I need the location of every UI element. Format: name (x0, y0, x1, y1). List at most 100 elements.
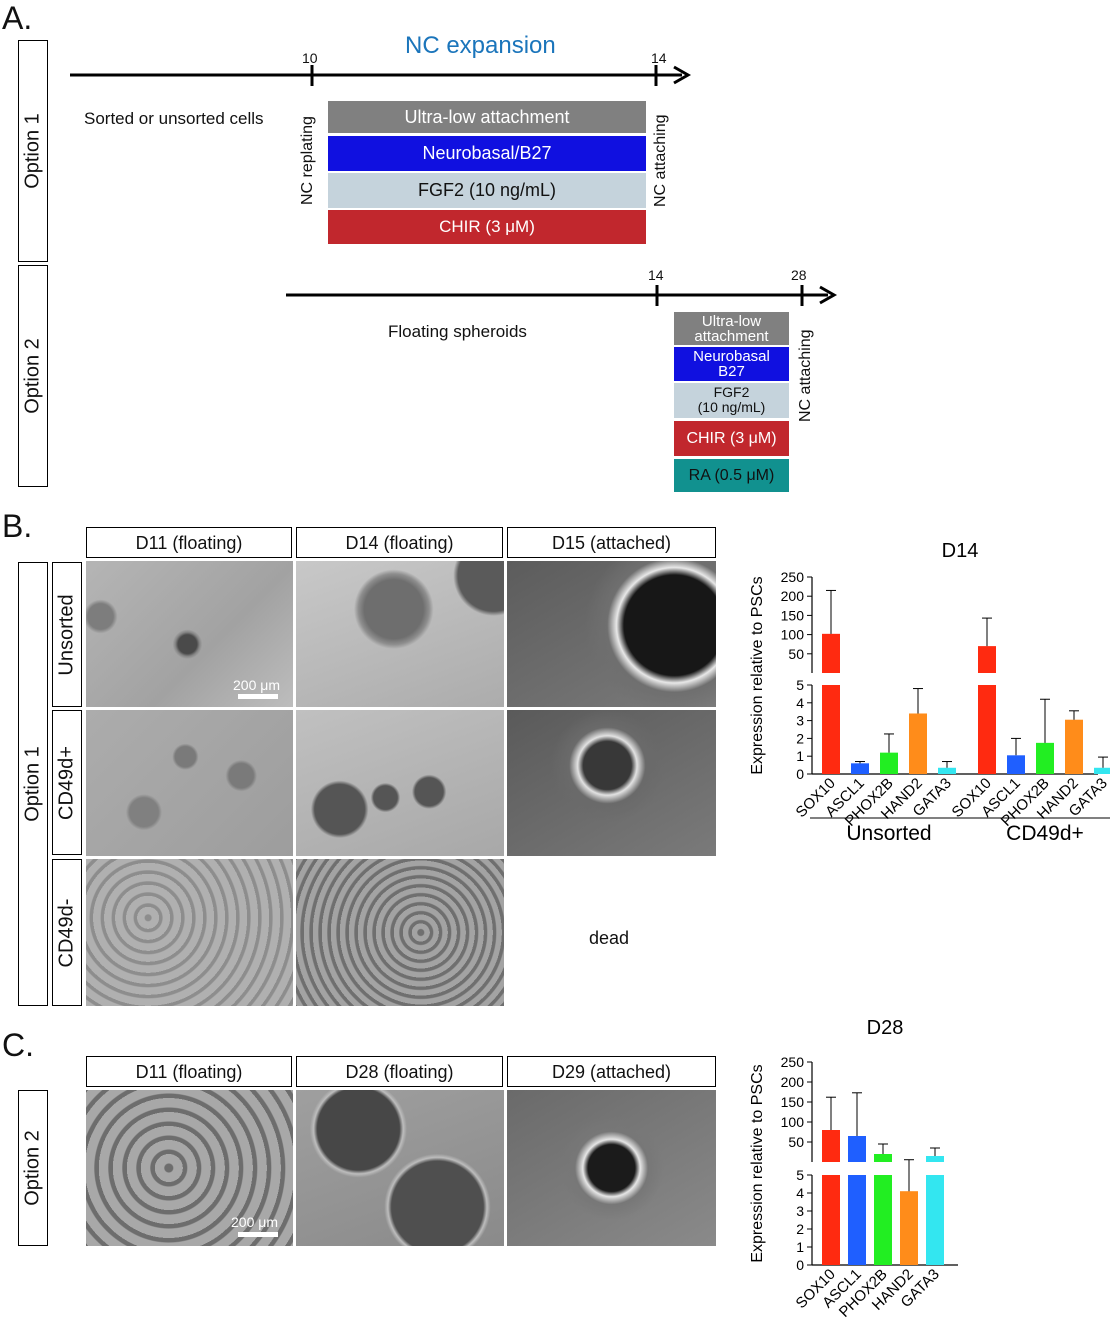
scale-bar-label-b: 200 μm (233, 677, 280, 693)
y-tick-label: 5 (796, 1167, 804, 1183)
micrograph-b-cd49dpos-d15 (507, 710, 716, 856)
axis-break-gap (925, 1162, 945, 1175)
bar-phox2b (874, 1154, 892, 1265)
y-tick-label: 100 (781, 1114, 805, 1130)
y-tick-label: 2 (796, 730, 804, 746)
bar2-fgf2: FGF2 (10 ng/mL) (674, 383, 789, 418)
y-tick-label: 2 (796, 1221, 804, 1237)
option2-left-text: Floating spheroids (388, 322, 527, 341)
option1-left-text: Sorted or unsorted cells (84, 109, 264, 128)
b-option-label-box: Option 1 (18, 562, 48, 1006)
y-tick-label: 100 (781, 627, 805, 643)
y-tick-label: 0 (796, 766, 804, 782)
c-option-label-box: Option 2 (18, 1090, 48, 1246)
bar-phox2b (1036, 742, 1054, 774)
micrograph-b-cd49dpos-d11 (86, 710, 293, 856)
bar-sox10 (822, 1130, 840, 1265)
bar2-ultra-low: Ultra-low attachment (674, 312, 789, 345)
scale-bar-c (238, 1232, 278, 1237)
c-option-label: Option 2 (21, 1130, 44, 1206)
group-label: CD49d+ (1006, 822, 1084, 845)
chart-title: D28 (867, 1017, 904, 1039)
y-tick-label: 150 (781, 607, 805, 623)
chart-title: D14 (942, 540, 979, 562)
bar2-ra: RA (0.5 μM) (674, 459, 789, 492)
y-tick-label: 4 (796, 695, 804, 711)
micrograph-b-cd49dneg-d11 (86, 859, 293, 1006)
c-col-header-2: D28 (floating) (296, 1056, 503, 1087)
bar-hand2 (900, 1191, 918, 1265)
y-tick-label: 50 (788, 646, 804, 662)
tick-14-opt2: 14 (648, 267, 664, 283)
micrograph-b-unsorted-d11: 200 μm (86, 561, 293, 707)
c-col-header-1: D11 (floating) (86, 1056, 292, 1087)
micrograph-c-d11: 200 μm (86, 1090, 293, 1246)
nc-attaching-label-2: NC attaching (797, 329, 814, 423)
timeline-arrows (70, 65, 838, 306)
y-tick-label: 250 (781, 1054, 805, 1070)
bar-neurobasal-b27: Neurobasal/B27 (328, 136, 646, 171)
bar-ascl1 (1007, 755, 1025, 774)
micrograph-c-d28 (296, 1090, 504, 1246)
micrograph-b-unsorted-d14 (296, 561, 504, 707)
y-tick-label: 5 (796, 677, 804, 693)
bar-gata3 (926, 1156, 944, 1265)
nc-attaching-label-1: NC attaching (652, 114, 669, 208)
y-tick-label: 3 (796, 713, 804, 729)
b-row-label-cd49d-neg: CD49d- (52, 859, 82, 1006)
nc-expansion-title: NC expansion (405, 32, 556, 59)
y-tick-label: 1 (796, 1239, 804, 1255)
b-col-header-3: D15 (attached) (507, 527, 716, 558)
axis-break-gap (873, 1162, 893, 1175)
b-row-label-cd49d-pos: CD49d+ (52, 710, 82, 855)
bar-ultra-low-attachment: Ultra-low attachment (328, 101, 646, 133)
chart-d28: D28 Expression relative to PSCs 0 1 2 3 4 5 50 10… (749, 1017, 958, 1321)
axis-break-gap (977, 673, 997, 685)
b-col-header-2: D14 (floating) (296, 527, 503, 558)
tick-28: 28 (791, 267, 807, 283)
bar-gata3 (1094, 767, 1110, 774)
y-tick-label: 200 (781, 1074, 805, 1090)
y-tick-label: 0 (796, 1257, 804, 1273)
micrograph-b-cd49dpos-d14 (296, 710, 504, 856)
panel-a-letter: A. (2, 0, 33, 36)
y-tick-label: 3 (796, 1203, 804, 1219)
nc-replating-label: NC replating (299, 116, 316, 205)
b-col-header-1: D11 (floating) (86, 527, 292, 558)
y-tick-label: 4 (796, 1185, 804, 1201)
option1-label-box: Option 1 (18, 40, 48, 262)
tick-14: 14 (651, 50, 667, 66)
panel-c-letter: C. (2, 1027, 34, 1063)
scale-bar-label-c: 200 μm (231, 1214, 278, 1230)
y-tick-label: 250 (781, 569, 805, 585)
bar-gata3 (938, 767, 956, 774)
y-tick-label: 150 (781, 1094, 805, 1110)
bar-chir: CHIR (3 μM) (328, 210, 646, 244)
bar-sox10 (822, 633, 840, 774)
bar2-neurobasal: Neurobasal B27 (674, 347, 789, 381)
bar2-chir: CHIR (3 μM) (674, 421, 789, 456)
b-option-label: Option 1 (21, 746, 44, 822)
bar-sox10 (978, 646, 996, 774)
y-tick-label: 1 (796, 748, 804, 764)
axis-break-gap (821, 1162, 841, 1175)
micrograph-b-cd49dneg-d14 (296, 859, 504, 1006)
y-tick-label: 200 (781, 588, 805, 604)
y-tick-label: 50 (788, 1134, 804, 1150)
y-axis-label: Expression relative to PSCs (749, 576, 766, 774)
dead-label: dead (589, 928, 630, 948)
bar-hand2 (909, 713, 927, 774)
micrograph-b-unsorted-d15 (507, 561, 716, 707)
group-label: Unsorted (846, 822, 931, 845)
axis-break-gap (847, 1162, 867, 1175)
axis-break-gap (821, 673, 841, 685)
scale-bar-b (238, 694, 278, 699)
option2-label-box: Option 2 (18, 265, 48, 487)
bar-ascl1 (848, 1136, 866, 1265)
y-axis-label: Expression relative to PSCs (749, 1064, 766, 1262)
bar-ascl1 (851, 763, 869, 774)
bar-phox2b (880, 752, 898, 774)
b-row-label-unsorted: Unsorted (52, 562, 82, 707)
c-col-header-3: D29 (attached) (507, 1056, 716, 1087)
